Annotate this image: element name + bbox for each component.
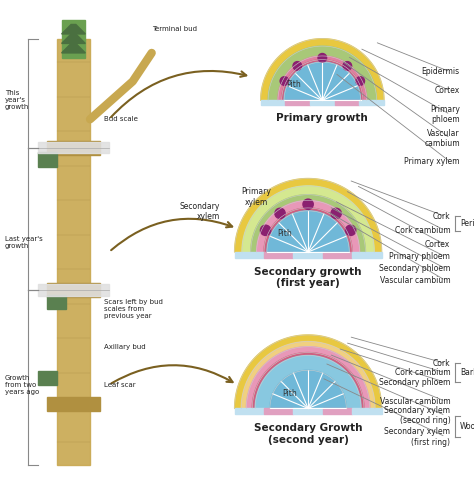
- Text: Vascular
cambium: Vascular cambium: [424, 129, 460, 148]
- Polygon shape: [267, 211, 349, 252]
- Polygon shape: [38, 284, 109, 296]
- Text: Secondary xylem
(second ring): Secondary xylem (second ring): [384, 406, 450, 425]
- Text: Primary
phloem: Primary phloem: [430, 105, 460, 124]
- Circle shape: [331, 208, 341, 219]
- Polygon shape: [235, 335, 382, 408]
- Polygon shape: [257, 201, 360, 252]
- Text: Bud scale: Bud scale: [104, 116, 138, 122]
- Polygon shape: [264, 208, 352, 252]
- Polygon shape: [282, 59, 363, 100]
- Polygon shape: [38, 370, 57, 385]
- Bar: [235, 408, 264, 414]
- Polygon shape: [252, 353, 364, 408]
- Text: Cork cambium: Cork cambium: [395, 368, 450, 377]
- Polygon shape: [47, 295, 66, 309]
- Text: Periderm: Periderm: [460, 219, 474, 228]
- Text: Cortex: Cortex: [435, 86, 460, 95]
- Bar: [264, 252, 293, 258]
- Polygon shape: [47, 141, 100, 155]
- Bar: [359, 100, 384, 105]
- Circle shape: [343, 61, 352, 70]
- Bar: [235, 252, 264, 258]
- Polygon shape: [251, 195, 365, 252]
- Circle shape: [280, 77, 289, 85]
- Circle shape: [275, 208, 285, 219]
- Text: Wood: Wood: [460, 422, 474, 431]
- Circle shape: [293, 61, 301, 70]
- Bar: [310, 100, 335, 105]
- Polygon shape: [242, 186, 374, 252]
- Polygon shape: [278, 56, 367, 100]
- Text: Secondary
xylem: Secondary xylem: [180, 202, 220, 221]
- Bar: [264, 408, 293, 414]
- Polygon shape: [62, 20, 85, 57]
- Polygon shape: [261, 39, 384, 100]
- Text: Growth
from two
years ago: Growth from two years ago: [5, 374, 39, 395]
- Text: Scars left by bud
scales from
previous year: Scars left by bud scales from previous y…: [104, 299, 163, 319]
- Text: Bark: Bark: [460, 368, 474, 377]
- Polygon shape: [255, 355, 361, 408]
- Text: Axillary bud: Axillary bud: [104, 344, 146, 350]
- Text: Primary growth: Primary growth: [276, 113, 368, 122]
- Text: Pith: Pith: [286, 81, 301, 89]
- Circle shape: [260, 225, 271, 235]
- Circle shape: [346, 225, 356, 235]
- Polygon shape: [246, 347, 370, 408]
- Text: This
year's
growth: This year's growth: [5, 90, 29, 110]
- Bar: [352, 408, 382, 414]
- Bar: [293, 408, 323, 414]
- Polygon shape: [235, 178, 382, 252]
- Text: Secondary xylem
(first ring): Secondary xylem (first ring): [384, 427, 450, 447]
- Circle shape: [318, 53, 327, 62]
- Polygon shape: [47, 397, 100, 411]
- Polygon shape: [62, 25, 85, 34]
- Polygon shape: [241, 342, 375, 408]
- Polygon shape: [62, 34, 85, 43]
- Polygon shape: [62, 43, 85, 53]
- Circle shape: [303, 199, 313, 209]
- Text: Secondary growth
(first year): Secondary growth (first year): [255, 267, 362, 288]
- Polygon shape: [270, 370, 346, 408]
- Text: Pith: Pith: [282, 389, 297, 398]
- Text: Terminal bud: Terminal bud: [152, 26, 197, 32]
- Bar: [285, 100, 310, 105]
- Text: Primary xylem: Primary xylem: [404, 157, 460, 166]
- Text: Vascular cambium: Vascular cambium: [380, 276, 450, 285]
- Bar: [323, 408, 352, 414]
- Polygon shape: [284, 62, 361, 100]
- Text: Cork cambium: Cork cambium: [395, 226, 450, 235]
- Polygon shape: [47, 283, 100, 297]
- Text: Vascular cambium: Vascular cambium: [380, 397, 450, 406]
- Text: Primary
xylem: Primary xylem: [242, 187, 272, 207]
- Text: Secondary phloem: Secondary phloem: [379, 378, 450, 387]
- Text: Cork: Cork: [433, 359, 450, 368]
- Text: Secondary Growth
(second year): Secondary Growth (second year): [254, 423, 362, 445]
- Text: Epidermis: Epidermis: [422, 68, 460, 77]
- Text: Pith: Pith: [277, 229, 292, 238]
- Bar: [261, 100, 285, 105]
- Polygon shape: [57, 39, 90, 465]
- Circle shape: [356, 77, 365, 85]
- Polygon shape: [268, 46, 376, 100]
- Text: Cork: Cork: [433, 212, 450, 221]
- Bar: [335, 100, 359, 105]
- Text: Cortex: Cortex: [425, 240, 450, 249]
- Text: Leaf scar: Leaf scar: [104, 382, 136, 388]
- Text: Secondary phloem: Secondary phloem: [379, 264, 450, 273]
- Bar: [323, 252, 352, 258]
- Bar: [293, 252, 323, 258]
- Bar: [352, 252, 382, 258]
- Polygon shape: [38, 142, 109, 153]
- Polygon shape: [38, 152, 57, 167]
- Text: Last year's
growth: Last year's growth: [5, 236, 43, 249]
- Text: Primary phloem: Primary phloem: [390, 252, 450, 261]
